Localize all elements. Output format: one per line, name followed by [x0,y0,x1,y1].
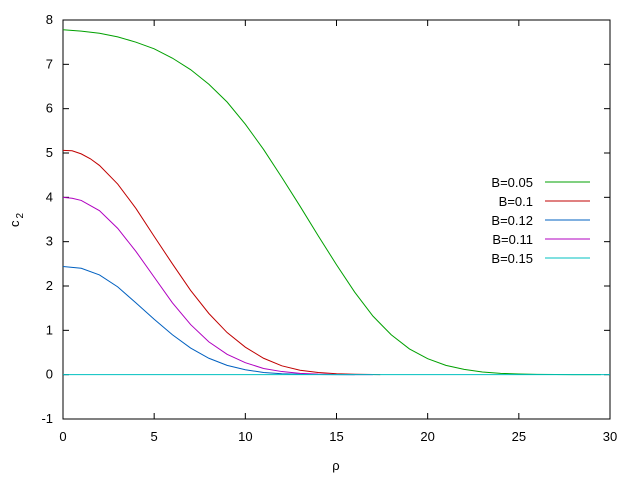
series-layer [62,29,610,376]
y-tick-label: 7 [46,56,53,71]
y-tick-label: 0 [46,367,53,382]
series-line-B=0.11 [62,196,373,376]
series-line-B=0.05 [62,29,601,376]
x-tick-label: 0 [59,429,66,444]
legend-label: B=0.11 [492,232,533,247]
legend-label: B=0.15 [491,251,533,266]
x-tick-label: 25 [512,429,526,444]
y-tick-label: 3 [46,234,53,249]
x-tick-label: 5 [151,429,158,444]
series-line-B=0.1 [62,149,381,376]
y-tick-label: 5 [46,145,53,160]
x-tick-label: 30 [603,429,617,444]
y-axis-label: c2 [7,213,26,228]
y-axis-label-main: c [7,220,22,227]
y-tick-label: 1 [46,322,53,337]
x-tick-label: 20 [420,429,434,444]
y-tick-label: 8 [46,12,53,27]
legend-label: B=0.12 [491,213,533,228]
y-tick-label: 4 [46,189,53,204]
series-line-B=0.12 [62,265,355,376]
legend-label: B=0.1 [499,194,533,209]
x-tick-label: 15 [329,429,343,444]
y-axis-label-sub: 2 [15,213,26,219]
y-tick-label: -1 [41,411,53,426]
axis-ticks: 0 5 10 15 20 25 30 -1 0 1 2 3 4 5 6 7 8 [41,12,617,444]
legend: B=0.05 B=0.1 B=0.12 B=0.11 B=0.15 [491,175,590,266]
x-tick-label: 10 [238,429,252,444]
x-axis-label: ρ [332,458,339,473]
y-tick-label: 2 [46,278,53,293]
y-tick-label: 6 [46,101,53,116]
legend-label: B=0.05 [491,175,533,190]
